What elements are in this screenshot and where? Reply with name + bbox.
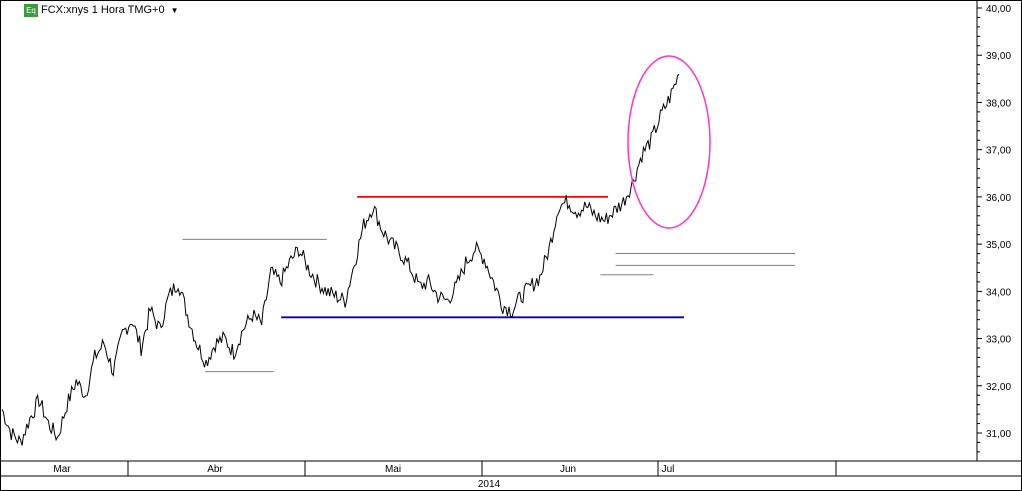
y-tick-label: 35,00 — [986, 240, 1011, 251]
x-month-label: Mai — [385, 464, 401, 475]
x-month-label: Jul — [662, 464, 675, 475]
y-tick-label: 39,00 — [986, 51, 1011, 62]
x-axis: Mar Abr Mai Jun Jul 2014 — [53, 461, 837, 490]
chevron-down-icon[interactable]: ▼ — [170, 5, 179, 15]
y-tick-label: 36,00 — [986, 193, 1011, 204]
y-tick-label: 31,00 — [986, 429, 1011, 440]
level-lines — [182, 195, 795, 373]
symbol-label[interactable]: FCX:xnys 1 Hora TMG+0 — [41, 4, 165, 16]
x-year-label: 2014 — [478, 479, 501, 490]
chart-header: Eq FCX:xnys 1 Hora TMG+0 ▼ — [24, 3, 179, 17]
y-tick-label: 34,00 — [986, 287, 1011, 298]
equity-badge: Eq — [24, 3, 38, 17]
x-month-label: Abr — [207, 464, 223, 475]
x-month-label: Mar — [53, 464, 71, 475]
y-tick-label: 32,00 — [986, 382, 1011, 393]
highlight-ellipse — [627, 55, 711, 229]
y-axis: 40,00 39,00 38,00 37,00 36,00 35,00 34,00 33,00… — [977, 4, 1011, 453]
price-series-line — [1, 73, 680, 446]
x-month-label: Jun — [560, 464, 576, 475]
y-tick-label: 33,00 — [986, 335, 1011, 346]
y-tick-label: 40,00 — [986, 4, 1011, 15]
y-tick-label: 37,00 — [986, 146, 1011, 157]
y-tick-label: 38,00 — [986, 98, 1011, 109]
